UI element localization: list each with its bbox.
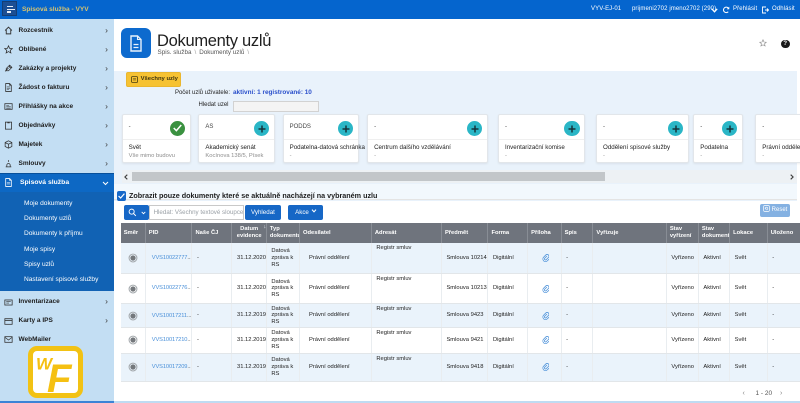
svg-text:F: F bbox=[47, 357, 73, 393]
svg-text:W: W bbox=[36, 355, 54, 374]
